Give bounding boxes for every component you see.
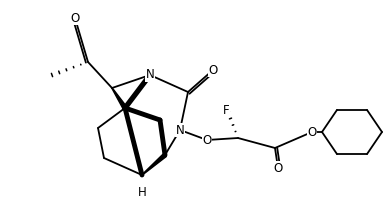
Polygon shape xyxy=(112,88,127,109)
Text: O: O xyxy=(70,11,80,25)
Text: F: F xyxy=(223,104,229,116)
Text: O: O xyxy=(273,161,283,175)
Text: O: O xyxy=(202,134,212,146)
Text: O: O xyxy=(208,63,218,77)
Text: N: N xyxy=(176,124,185,136)
Text: H: H xyxy=(138,187,146,199)
Text: N: N xyxy=(146,68,154,82)
Polygon shape xyxy=(142,154,166,175)
Text: O: O xyxy=(307,125,317,139)
